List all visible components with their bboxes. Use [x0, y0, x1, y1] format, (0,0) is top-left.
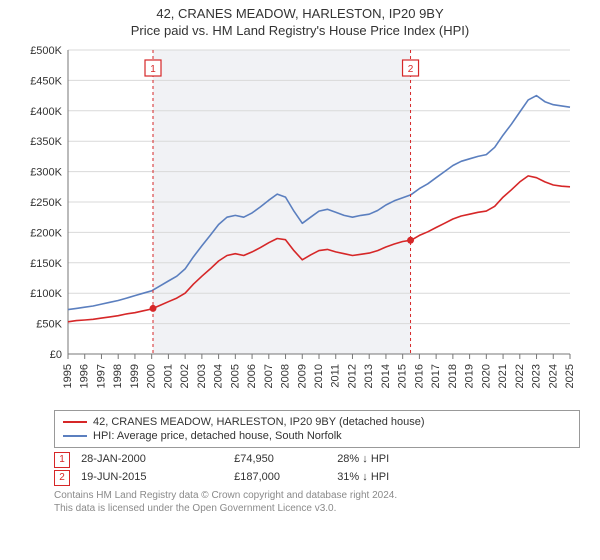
- transaction-price-2: £187,000: [234, 471, 334, 483]
- svg-text:2025: 2025: [564, 364, 576, 388]
- transaction-row-1: 1 28-JAN-2000 £74,950 28% ↓ HPI: [54, 452, 580, 468]
- svg-text:1996: 1996: [79, 364, 91, 388]
- svg-text:£0: £0: [50, 349, 62, 361]
- transaction-marker-1: 1: [54, 452, 70, 468]
- transaction-pct-1: 28% ↓ HPI: [337, 453, 457, 465]
- svg-text:£500K: £500K: [30, 45, 62, 57]
- svg-text:2000: 2000: [146, 364, 158, 388]
- svg-text:2005: 2005: [229, 364, 241, 388]
- svg-text:2009: 2009: [296, 364, 308, 388]
- svg-text:2018: 2018: [447, 364, 459, 388]
- svg-text:2003: 2003: [196, 364, 208, 388]
- svg-text:2023: 2023: [531, 364, 543, 388]
- svg-text:1995: 1995: [62, 364, 74, 388]
- svg-text:1: 1: [150, 64, 156, 75]
- legend-swatch-1: [63, 421, 87, 423]
- svg-text:2013: 2013: [363, 364, 375, 388]
- footer-line-1: Contains HM Land Registry data © Crown c…: [54, 490, 580, 503]
- svg-text:£250K: £250K: [30, 197, 62, 209]
- transaction-table: 1 28-JAN-2000 £74,950 28% ↓ HPI 2 19-JUN…: [54, 452, 580, 486]
- transaction-date-1: 28-JAN-2000: [81, 453, 231, 465]
- svg-text:2016: 2016: [413, 364, 425, 388]
- transaction-date-2: 19-JUN-2015: [81, 471, 231, 483]
- legend-label-1: 42, CRANES MEADOW, HARLESTON, IP20 9BY (…: [93, 415, 425, 429]
- svg-text:£300K: £300K: [30, 166, 62, 178]
- svg-text:£150K: £150K: [30, 258, 62, 270]
- svg-text:2007: 2007: [263, 364, 275, 388]
- svg-text:2020: 2020: [480, 364, 492, 388]
- svg-text:2: 2: [408, 64, 414, 75]
- svg-text:£100K: £100K: [30, 288, 62, 300]
- svg-text:£50K: £50K: [36, 318, 62, 330]
- chart-area: £0 £50K £100K £150K £200K £250K £300K £350K £400…: [20, 44, 580, 404]
- svg-text:2019: 2019: [464, 364, 476, 388]
- transaction-row-2: 2 19-JUN-2015 £187,000 31% ↓ HPI: [54, 470, 580, 486]
- svg-text:2014: 2014: [380, 364, 392, 388]
- svg-text:£400K: £400K: [30, 106, 62, 118]
- legend: 42, CRANES MEADOW, HARLESTON, IP20 9BY (…: [54, 410, 580, 449]
- svg-text:2012: 2012: [346, 364, 358, 388]
- svg-text:2008: 2008: [280, 364, 292, 388]
- svg-text:2010: 2010: [313, 364, 325, 388]
- svg-text:2024: 2024: [547, 364, 559, 388]
- svg-text:1997: 1997: [95, 364, 107, 388]
- legend-item-2: HPI: Average price, detached house, Sout…: [63, 429, 571, 443]
- footer: Contains HM Land Registry data © Crown c…: [54, 490, 580, 515]
- svg-text:2002: 2002: [179, 364, 191, 388]
- chart-title: 42, CRANES MEADOW, HARLESTON, IP20 9BY: [0, 0, 600, 23]
- svg-text:2001: 2001: [162, 364, 174, 388]
- svg-text:1998: 1998: [112, 364, 124, 388]
- svg-text:1999: 1999: [129, 364, 141, 388]
- svg-text:2004: 2004: [213, 364, 225, 388]
- svg-text:2017: 2017: [430, 364, 442, 388]
- footer-line-2: This data is licensed under the Open Gov…: [54, 503, 580, 516]
- legend-swatch-2: [63, 435, 87, 437]
- svg-text:£350K: £350K: [30, 136, 62, 148]
- svg-text:2022: 2022: [514, 364, 526, 388]
- legend-item-1: 42, CRANES MEADOW, HARLESTON, IP20 9BY (…: [63, 415, 571, 429]
- transaction-pct-2: 31% ↓ HPI: [337, 471, 457, 483]
- transaction-marker-2: 2: [54, 470, 70, 486]
- svg-text:2006: 2006: [246, 364, 258, 388]
- svg-text:£200K: £200K: [30, 227, 62, 239]
- svg-text:2021: 2021: [497, 364, 509, 388]
- svg-text:2011: 2011: [330, 364, 342, 388]
- svg-text:£450K: £450K: [30, 75, 62, 87]
- transaction-price-1: £74,950: [234, 453, 334, 465]
- chart-subtitle: Price paid vs. HM Land Registry's House …: [0, 23, 600, 44]
- chart-svg: £0 £50K £100K £150K £200K £250K £300K £350K £400…: [20, 44, 580, 404]
- legend-label-2: HPI: Average price, detached house, Sout…: [93, 429, 342, 443]
- svg-text:2015: 2015: [397, 364, 409, 388]
